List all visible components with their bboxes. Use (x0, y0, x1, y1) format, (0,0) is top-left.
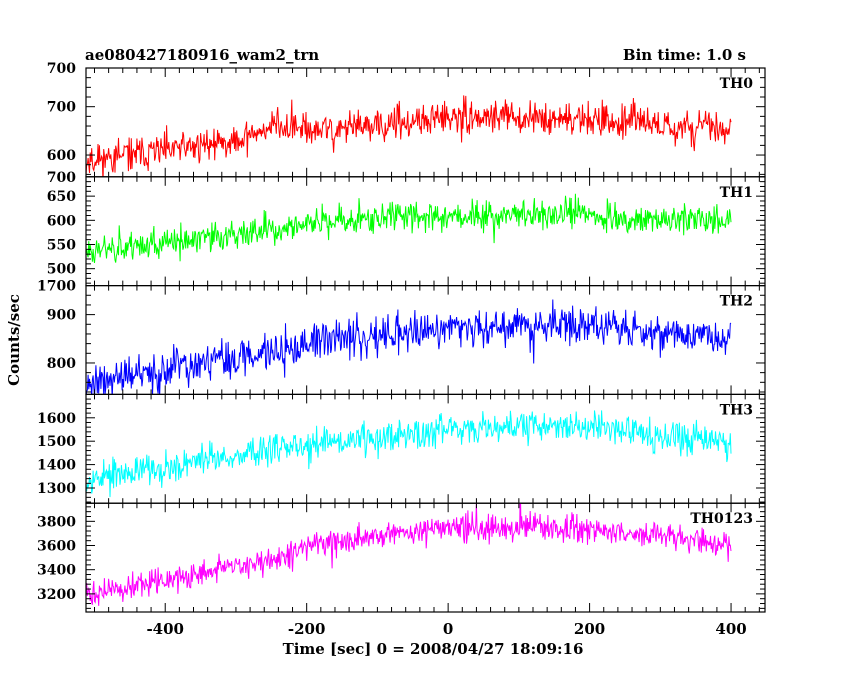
y-tick-label: 3400 (37, 563, 76, 579)
panel-frame (85, 502, 766, 613)
panel-th2: 800 900 1700 TH2 (37, 279, 766, 396)
y-tick-label-top: 1700 (37, 279, 76, 295)
y-tick-label: 3600 (37, 539, 76, 555)
series-th0123-line (86, 503, 732, 606)
panel-frame (85, 393, 766, 504)
x-axis: -400 -200 0 200 400 (146, 620, 746, 638)
y-tick-label: 800 (47, 356, 76, 372)
y-tick-label: 1500 (37, 434, 76, 450)
y-tick-label: 550 (47, 237, 76, 253)
panels-group: 600 700 700 TH0 500 550 600 650 700 TH1 800 900 1700… (37, 61, 766, 613)
x-tick-label: -400 (146, 620, 184, 638)
x-tick-label: -200 (288, 620, 326, 638)
panel-th3: 1300 1400 1500 1600 TH3 (37, 393, 766, 504)
panel-name-label: TH0123 (690, 511, 753, 527)
y-tick-label: 650 (47, 189, 76, 205)
y-tick-label: 3200 (37, 587, 76, 603)
y-axis-label: Counts/sec (5, 294, 23, 386)
panel-name-label: TH1 (720, 185, 753, 201)
y-tick-label: 700 (47, 100, 76, 116)
y-tick-label-top: 700 (47, 61, 76, 77)
y-tick-label-top: 700 (47, 170, 76, 186)
panel-th1: 500 550 600 650 700 TH1 (47, 170, 766, 287)
y-tick-label: 500 (47, 262, 76, 278)
chart-title: ae080427180916_wam2_trn (85, 46, 319, 64)
panel-name-label: TH2 (720, 294, 753, 310)
panel-th0123: 3200 3400 3600 3800 TH0123 (37, 502, 766, 613)
y-tick-label: 1400 (37, 458, 76, 474)
series-th2-line (86, 299, 732, 395)
y-tick-label: 1600 (37, 411, 76, 427)
y-tick-label: 1300 (37, 481, 76, 497)
series-th0-line (86, 95, 732, 177)
series-th1-line (86, 193, 732, 263)
y-tick-label: 900 (47, 308, 76, 324)
x-tick-label: 200 (574, 620, 605, 638)
y-tick-label: 600 (47, 213, 76, 229)
x-axis-label: Time [sec] 0 = 2008/04/27 18:09:16 (283, 640, 584, 658)
x-tick-label: 400 (715, 620, 746, 638)
panel-name-label: TH0 (720, 76, 754, 92)
series-th3-line (86, 410, 732, 498)
panel-th0: 600 700 700 TH0 (47, 61, 766, 178)
y-tick-label: 600 (47, 148, 76, 164)
x-tick-label: 0 (443, 620, 453, 638)
y-tick-label: 3800 (37, 514, 76, 530)
bin-time-label: Bin time: 1.0 s (623, 46, 746, 64)
panel-name-label: TH3 (720, 402, 753, 418)
